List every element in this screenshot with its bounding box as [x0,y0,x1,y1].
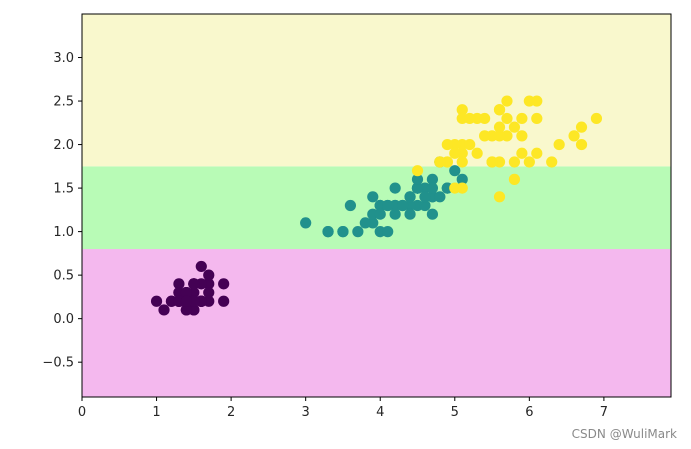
x-tick-label: 4 [376,405,384,420]
point-s2-49 [516,147,528,159]
point-s2-47 [479,112,491,125]
point-s2-14 [456,104,468,116]
point-s1-26 [434,191,446,203]
point-s1-33 [456,173,468,185]
point-s2-9 [531,95,543,107]
point-s2-44 [464,112,476,125]
point-s1-45 [389,208,401,220]
point-s2-20 [501,112,513,125]
point-s0-24 [218,295,230,307]
y-tick-label: 2.0 [53,138,74,153]
point-s0-45 [180,286,192,299]
point-s2-22 [575,138,588,151]
point-s1-42 [374,208,386,220]
point-s1-36 [426,182,439,194]
point-s2-38 [434,156,446,168]
point-s1-41 [419,191,431,203]
x-axis: 0 1 2 3 4 5 6 7 [78,397,608,420]
x-tick-label: 2 [227,405,235,420]
data-points [150,95,603,316]
point-s0-18 [203,286,215,299]
point-s2-31 [553,138,565,151]
point-s2-46 [464,138,476,151]
point-s2-2 [516,130,528,142]
point-s0-37 [180,304,192,316]
point-s1-27 [449,165,461,177]
x-tick-label: 7 [600,405,608,420]
point-s1-17 [382,226,394,238]
point-s0-13 [158,304,170,316]
y-axis: −0.5 0.0 0.5 1.0 1.5 2.0 2.5 3.0 [42,51,82,371]
point-s1-40 [404,208,416,220]
point-s2-48 [456,156,468,168]
point-s0-31 [188,278,200,290]
point-s1-47 [396,199,409,212]
point-s2-18 [590,112,603,125]
point-s2-33 [456,182,468,194]
point-s2-32 [493,121,506,133]
point-s1-8 [419,199,431,212]
plot-frame [81,13,672,398]
point-s2-42 [516,112,528,125]
point-s0-49 [180,295,192,307]
point-s1-30 [359,217,371,229]
region-0 [82,249,671,397]
y-tick-label: 3.0 [53,51,74,66]
point-s2-30 [531,147,543,159]
watermark: CSDN @WuliMark [571,427,677,441]
point-s0-23 [203,269,215,281]
x-tick-label: 0 [78,405,86,420]
point-s2-43 [501,95,513,107]
x-tick-label: 6 [525,405,533,420]
point-s1-23 [426,208,439,220]
point-s2-29 [508,173,521,185]
x-tick-label: 5 [451,405,459,420]
point-s2-5 [568,130,580,142]
point-s2-39 [479,130,491,142]
point-s1-34 [411,182,424,194]
point-s1-11 [389,182,401,194]
point-s0-16 [173,278,185,290]
point-s2-11 [471,147,483,159]
point-s0-43 [195,260,207,273]
point-s2-35 [531,112,543,125]
point-s2-40 [493,104,506,116]
point-s1-35 [411,173,424,185]
point-s1-14 [344,199,357,212]
point-s1-9 [367,191,379,203]
point-s2-28 [493,130,506,142]
point-s2-45 [449,147,461,159]
point-s1-31 [352,226,364,238]
point-s2-6 [411,165,424,177]
point-s1-43 [322,226,334,238]
y-tick-label: 0.5 [53,269,74,284]
point-s2-4 [508,121,521,133]
point-s1-25 [404,191,416,203]
point-s2-34 [493,191,506,203]
point-s2-8 [508,156,521,168]
point-s2-7 [546,156,558,168]
y-tick-label: 1.0 [53,225,74,240]
point-s1-49 [382,199,394,212]
x-tick-label: 1 [152,405,160,420]
point-s1-48 [300,217,312,229]
point-s0-22 [150,295,163,307]
y-tick-label: 1.5 [53,182,74,197]
point-s0-44 [218,278,230,290]
y-tick-label: −0.5 [42,356,74,371]
point-s1-6 [426,173,439,185]
point-s1-29 [337,226,349,238]
point-s2-17 [575,121,588,133]
point-s2-21 [441,138,453,151]
y-tick-label: 0.0 [53,312,74,327]
point-s2-25 [523,156,535,168]
y-tick-label: 2.5 [53,95,74,110]
point-s2-37 [486,156,498,168]
x-tick-label: 3 [302,405,310,420]
